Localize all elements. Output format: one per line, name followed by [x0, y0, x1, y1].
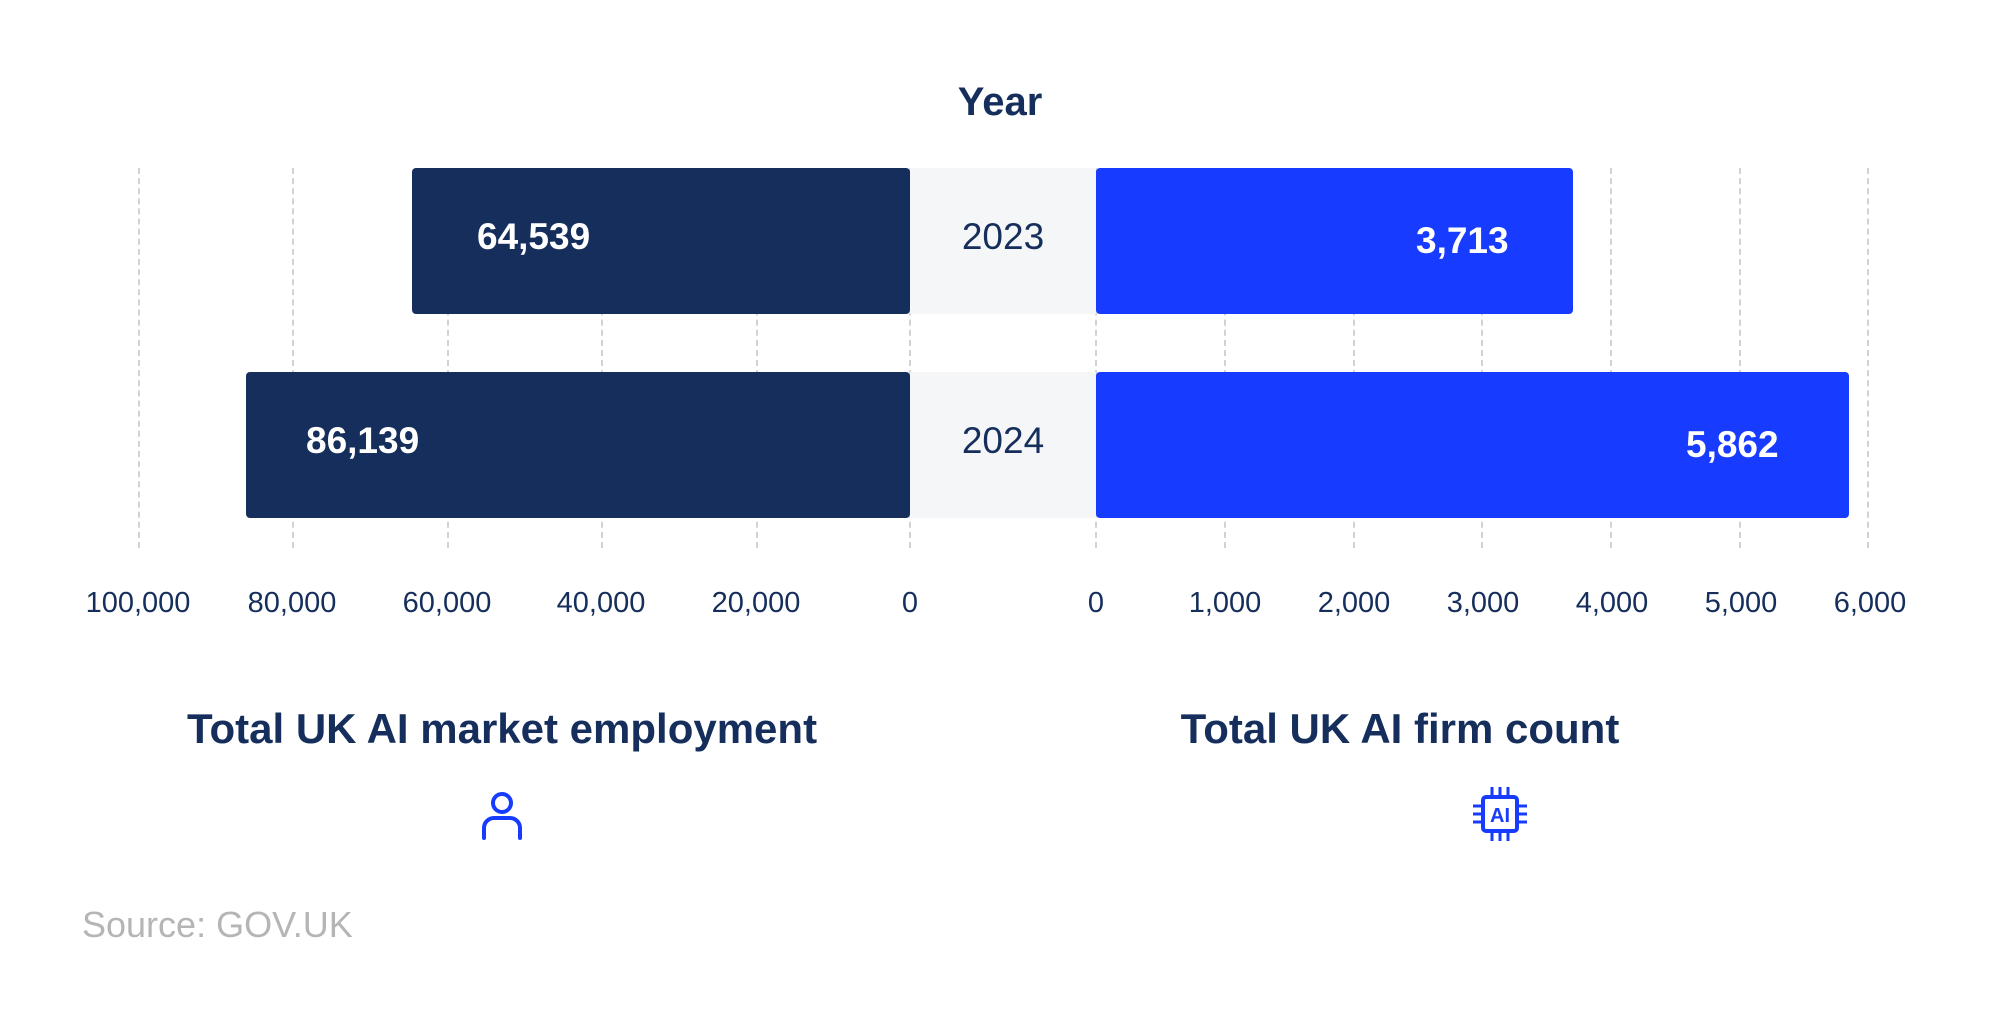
tick-label: 2,000: [1317, 587, 1391, 619]
year-label-2024: 2024: [961, 420, 1045, 461]
gridline: [909, 168, 911, 548]
tick-label: 80,000: [247, 587, 337, 619]
tick-label: 3,000: [1446, 587, 1520, 619]
tick-label: 100,000: [85, 587, 191, 619]
person-icon: [480, 792, 524, 840]
gridline: [1481, 168, 1483, 548]
firm-count-value-2024: 5,862: [1686, 424, 1779, 465]
tick-label: 0: [1087, 587, 1105, 619]
firm-count-bar-2023[interactable]: [1096, 168, 1573, 314]
ai-chip-icon: AI: [1470, 784, 1530, 844]
tick-label: 40,000: [556, 587, 646, 619]
year-band: [910, 168, 1096, 314]
gridline: [1867, 168, 1869, 548]
tick-label: 1,000: [1188, 587, 1262, 619]
tick-label: 5,000: [1704, 587, 1778, 619]
gridline: [601, 168, 603, 548]
gridline: [447, 168, 449, 548]
gridline: [1224, 168, 1226, 548]
tick-label: 60,000: [402, 587, 492, 619]
ai-chip-text: AI: [1490, 805, 1510, 827]
employment-bar-2024[interactable]: [246, 372, 910, 518]
gridline: [1739, 168, 1741, 548]
gridline: [292, 168, 294, 548]
gridline: [1353, 168, 1355, 548]
employment-bar-2023[interactable]: [412, 168, 910, 314]
tick-label: 20,000: [711, 587, 801, 619]
gridline: [138, 168, 140, 548]
tick-label: 6,000: [1833, 587, 1907, 619]
firm-count-value-2023: 3,713: [1416, 220, 1509, 261]
right-panel-title: Total UK AI firm count: [1180, 705, 1620, 752]
left-panel-title: Total UK AI market employment: [186, 705, 818, 752]
firm-count-bar-2024[interactable]: [1096, 372, 1849, 518]
tick-label: 0: [901, 587, 919, 619]
employment-value-2023: 64,539: [477, 216, 591, 257]
tick-label: 4,000: [1575, 587, 1649, 619]
gridline: [1610, 168, 1612, 548]
gridline: [1095, 168, 1097, 548]
year-band: [910, 372, 1096, 518]
chart-title-year: Year: [957, 80, 1043, 124]
source-note: Source: GOV.UK: [82, 904, 353, 945]
year-label-2023: 2023: [961, 216, 1045, 257]
gridline: [756, 168, 758, 548]
employment-value-2024: 86,139: [306, 420, 420, 461]
